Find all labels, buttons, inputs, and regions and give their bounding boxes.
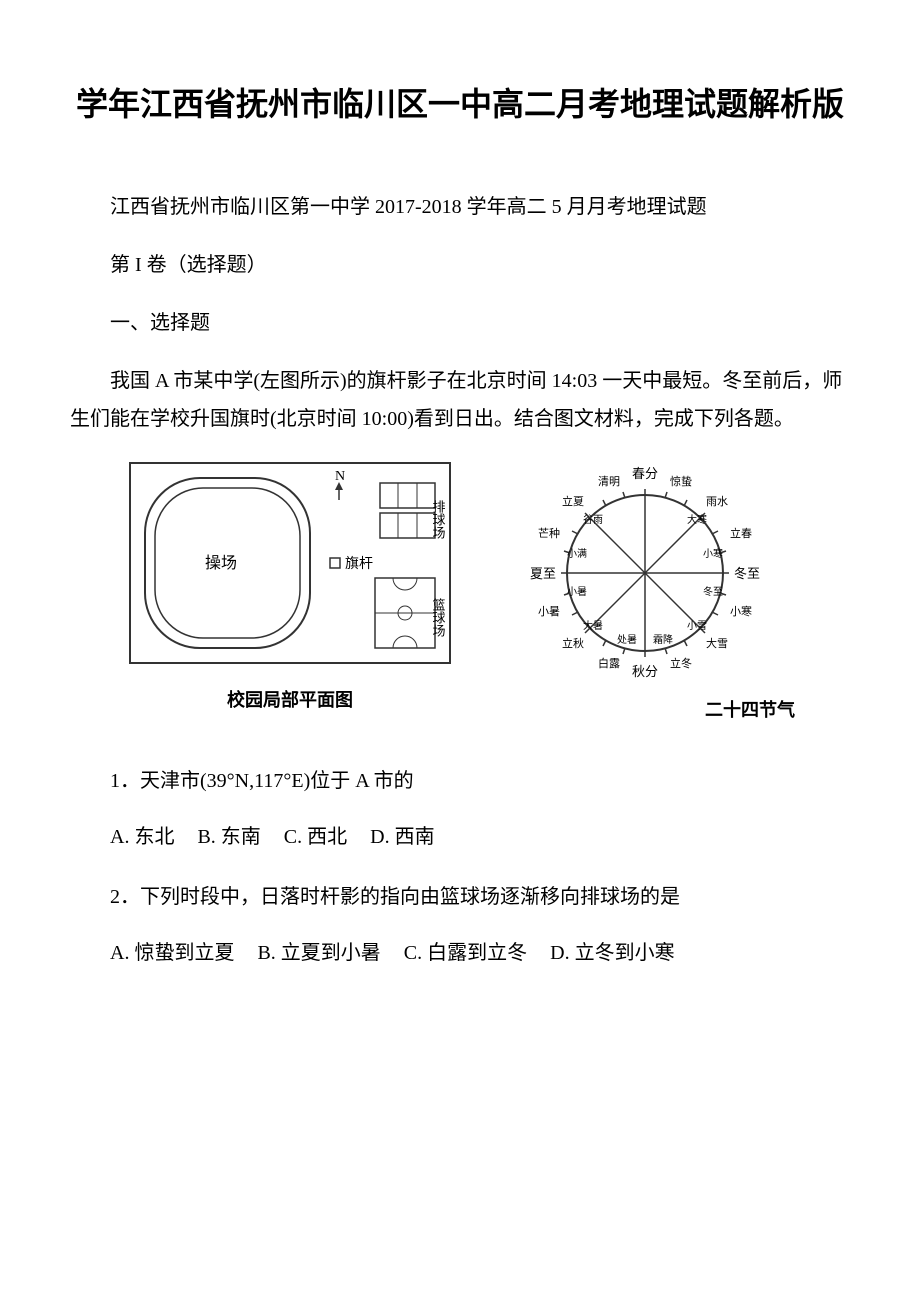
q2-opt-c: C. 白露到立冬: [404, 942, 527, 964]
q1-number: 1．: [110, 770, 140, 792]
term-label: 小暑: [538, 605, 560, 618]
question-1: 1．天津市(39°N,117°E)位于 A 市的: [70, 762, 850, 800]
question-2: 2．下列时段中，日落时杆影的指向由篮球场逐渐移向排球场的是: [70, 878, 850, 916]
volleyball-label: 排球场: [431, 500, 446, 539]
north-label: N: [335, 469, 345, 484]
term-label: 小满: [567, 548, 587, 560]
solar-terms-diagram: 春分 冬至 秋分 夏至 惊蛰 雨水 立春 小寒 大雪 立冬 白露 立秋 小暑 芒…: [495, 458, 795, 722]
q2-opt-d: D. 立冬到小寒: [550, 942, 674, 964]
q1-opt-b: B. 东南: [197, 826, 260, 848]
term-top: 春分: [632, 466, 658, 481]
subsection-label: 一、选择题: [70, 304, 850, 342]
term-label: 小暑: [567, 586, 587, 598]
q2-opt-b: B. 立夏到小暑: [257, 942, 380, 964]
solar-terms-svg: 春分 冬至 秋分 夏至 惊蛰 雨水 立春 小寒 大雪 立冬 白露 立秋 小暑 芒…: [495, 458, 795, 688]
term-label: 立冬: [670, 656, 692, 670]
q2-opt-a: A. 惊蛰到立夏: [110, 942, 234, 964]
term-label: 立夏: [562, 494, 584, 508]
term-label: 立秋: [562, 636, 584, 650]
term-label: 谷雨: [583, 514, 603, 526]
q1-opt-c: C. 西北: [284, 826, 347, 848]
term-left: 夏至: [530, 566, 556, 581]
term-label: 小雪: [687, 620, 707, 632]
diagram-row: 操场 N 旗杆 排球场 篮球场 校园局部平面图: [70, 458, 850, 722]
campus-caption: 校园局部平面图: [227, 686, 353, 712]
q2-stem: 下列时段中，日落时杆影的指向由篮球场逐渐移向排球场的是: [140, 886, 680, 908]
term-label: 小寒: [730, 604, 752, 618]
section-label: 第 I 卷（选择题）: [70, 246, 850, 284]
term-label: 白露: [598, 656, 620, 670]
q2-options: A. 惊蛰到立夏 B. 立夏到小暑 C. 白露到立冬 D. 立冬到小寒: [70, 934, 850, 972]
subtitle: 江西省抚州市临川区第一中学 2017-2018 学年高二 5 月月考地理试题: [70, 188, 850, 226]
term-label: 霜降: [653, 633, 673, 646]
field-label: 操场: [205, 554, 237, 572]
q1-options: A. 东北 B. 东南 C. 西北 D. 西南: [70, 818, 850, 856]
document-title: 学年江西省抚州市临川区一中高二月考地理试题解析版: [70, 80, 850, 128]
basketball-label: 篮球场: [431, 598, 446, 637]
term-label: 处暑: [617, 634, 637, 646]
q1-opt-a: A. 东北: [110, 826, 174, 848]
term-label: 大雪: [706, 636, 728, 650]
term-bottom: 秋分: [632, 664, 658, 679]
passage-text: 我国 A 市某中学(左图所示)的旗杆影子在北京时间 14:03 一天中最短。冬至…: [70, 362, 850, 438]
flagpole-label: 旗杆: [345, 556, 373, 572]
solar-terms-caption: 二十四节气: [495, 696, 795, 722]
term-label: 小寒: [703, 547, 723, 560]
q2-number: 2．: [110, 886, 140, 908]
term-label: 大暑: [583, 619, 603, 632]
campus-diagram: 操场 N 旗杆 排球场 篮球场 校园局部平面图: [125, 458, 455, 712]
q1-stem: 天津市(39°N,117°E)位于 A 市的: [140, 770, 414, 792]
term-label: 惊蛰: [670, 474, 692, 488]
term-right: 冬至: [734, 566, 760, 581]
term-label: 立春: [730, 526, 752, 540]
term-label: 芒种: [538, 526, 560, 540]
term-label: 雨水: [706, 495, 728, 508]
term-label: 清明: [598, 475, 620, 488]
q1-opt-d: D. 西南: [370, 826, 434, 848]
term-label: 大寒: [687, 513, 707, 526]
campus-svg: 操场 N 旗杆 排球场 篮球场: [125, 458, 455, 678]
term-label: 冬至: [703, 585, 723, 598]
